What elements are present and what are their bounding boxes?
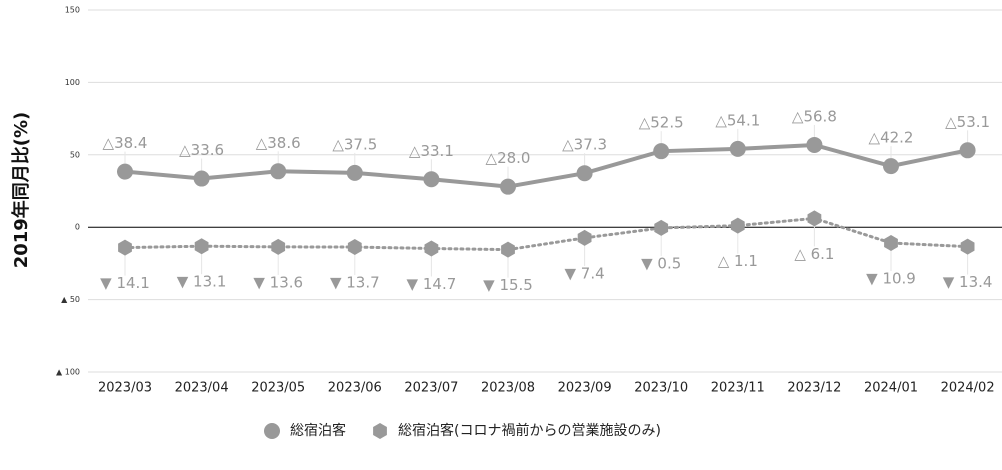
data-label: ▼ 10.9 — [866, 269, 916, 287]
data-label: △ 6.1 — [794, 245, 834, 263]
data-label: ▼ 0.5 — [641, 254, 681, 272]
data-label: △52.5 — [639, 114, 684, 132]
x-tick-label: 2023/03 — [98, 381, 152, 396]
y-axis-title: 2019年同月比(%) — [10, 112, 32, 269]
x-tick-label: 2024/01 — [864, 381, 918, 396]
point — [576, 165, 593, 182]
x-tick-label: 2023/05 — [251, 381, 305, 396]
data-label: ▼ 13.1 — [177, 273, 227, 291]
y-tick-label: ▲ 100 — [56, 368, 80, 377]
data-label: ▼ 7.4 — [565, 264, 605, 282]
data-label: △37.3 — [562, 136, 607, 154]
point — [806, 136, 823, 153]
y-tick-label: ▲ 50 — [61, 295, 80, 304]
legend-item: 総宿泊客(コロナ禍前からの営業施設のみ) — [373, 422, 661, 439]
point — [884, 235, 898, 251]
data-label: ▼ 13.7 — [330, 274, 380, 292]
x-tick-label: 2024/02 — [941, 381, 995, 396]
data-label: △38.4 — [103, 134, 148, 152]
point — [959, 142, 976, 159]
data-label: △56.8 — [792, 107, 837, 125]
x-tick-label: 2023/08 — [481, 381, 535, 396]
x-tick-label: 2023/10 — [634, 381, 688, 396]
x-tick-label: 2023/09 — [558, 381, 612, 396]
data-label: △33.6 — [179, 141, 224, 159]
series-line — [123, 142, 970, 189]
x-tick-label: 2023/06 — [328, 381, 382, 396]
y-tick-label: 150 — [65, 6, 80, 15]
point — [271, 238, 286, 255]
data-label: △33.1 — [409, 142, 454, 160]
point — [500, 178, 516, 195]
data-label: ▼ 13.6 — [253, 273, 303, 291]
y-tick-label: 50 — [70, 150, 80, 159]
point — [653, 143, 670, 160]
x-tick-label: 2023/12 — [787, 381, 841, 396]
point — [264, 423, 280, 439]
point — [730, 217, 745, 234]
point — [193, 170, 210, 187]
point — [347, 239, 362, 255]
point — [194, 238, 209, 255]
point — [270, 163, 287, 180]
point — [501, 241, 515, 258]
point — [729, 140, 746, 157]
data-label: △54.1 — [715, 111, 760, 129]
data-label: ▼ 13.4 — [943, 273, 993, 291]
data-label: ▼ 14.7 — [407, 275, 457, 293]
data-label: ▼ 14.1 — [100, 274, 150, 292]
data-label: △37.5 — [332, 135, 377, 153]
point — [577, 229, 592, 246]
point — [118, 239, 132, 256]
point — [423, 171, 440, 188]
point — [654, 219, 669, 236]
point — [346, 164, 363, 181]
data-label: △28.0 — [486, 149, 531, 167]
x-tick-label: 2023/11 — [711, 381, 765, 396]
data-label: △ 1.1 — [718, 252, 758, 270]
legend-label: 総宿泊客 — [290, 422, 346, 439]
legend-label: 総宿泊客(コロナ禍前からの営業施設のみ) — [398, 422, 661, 439]
y-tick-label: 0 — [75, 223, 80, 232]
point — [807, 210, 822, 227]
data-label: ▼ 15.5 — [483, 276, 533, 294]
point — [117, 163, 133, 180]
data-label: △42.2 — [869, 129, 914, 147]
y-tick-label: 100 — [65, 78, 80, 87]
point — [883, 158, 899, 175]
point — [960, 238, 975, 255]
data-label: △53.1 — [945, 113, 990, 131]
series-line — [123, 216, 970, 252]
x-tick-label: 2023/04 — [175, 381, 229, 396]
point — [424, 240, 439, 257]
legend-item: 総宿泊客 — [264, 422, 346, 439]
point — [373, 423, 387, 439]
data-label: △38.6 — [256, 134, 301, 152]
x-tick-label: 2023/07 — [404, 381, 458, 396]
